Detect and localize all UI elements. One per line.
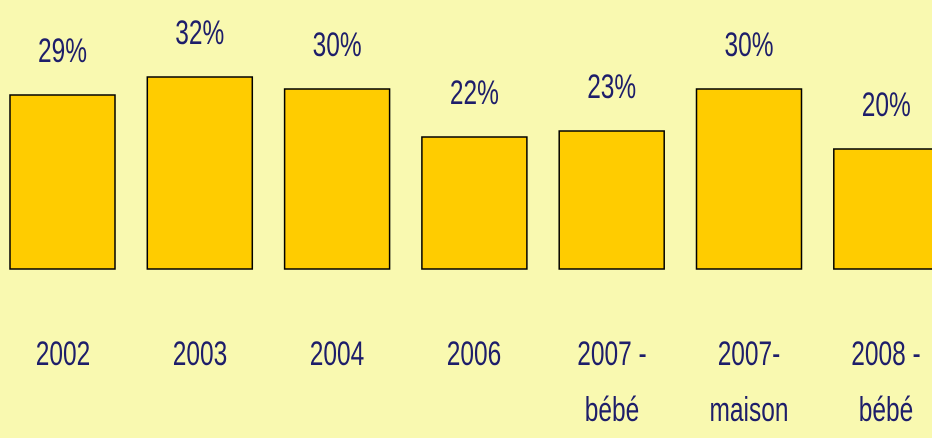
x-tick-label: 2003 — [172, 335, 228, 373]
bar — [9, 94, 116, 270]
value-label: 22% — [450, 74, 499, 112]
bar — [695, 88, 803, 270]
x-tick-label: 2002 — [35, 335, 90, 373]
x-tick-label: 2007 - bébé — [576, 335, 647, 429]
value-label: 20% — [862, 86, 911, 124]
x-tick-label: 2004 — [309, 335, 365, 373]
bar — [558, 130, 665, 270]
x-tick-label: 2007- maison — [709, 335, 789, 429]
bar — [421, 136, 528, 270]
value-label: 32% — [175, 14, 224, 52]
bar — [833, 148, 932, 270]
x-tick-label: 2008 - bébé — [851, 335, 922, 429]
value-label: 30% — [313, 26, 362, 64]
bar — [146, 76, 254, 270]
x-tick-label: 2006 — [447, 335, 502, 373]
value-label: 23% — [587, 68, 636, 106]
bar — [283, 88, 391, 270]
value-label: 29% — [38, 32, 87, 70]
value-label: 30% — [725, 26, 774, 64]
